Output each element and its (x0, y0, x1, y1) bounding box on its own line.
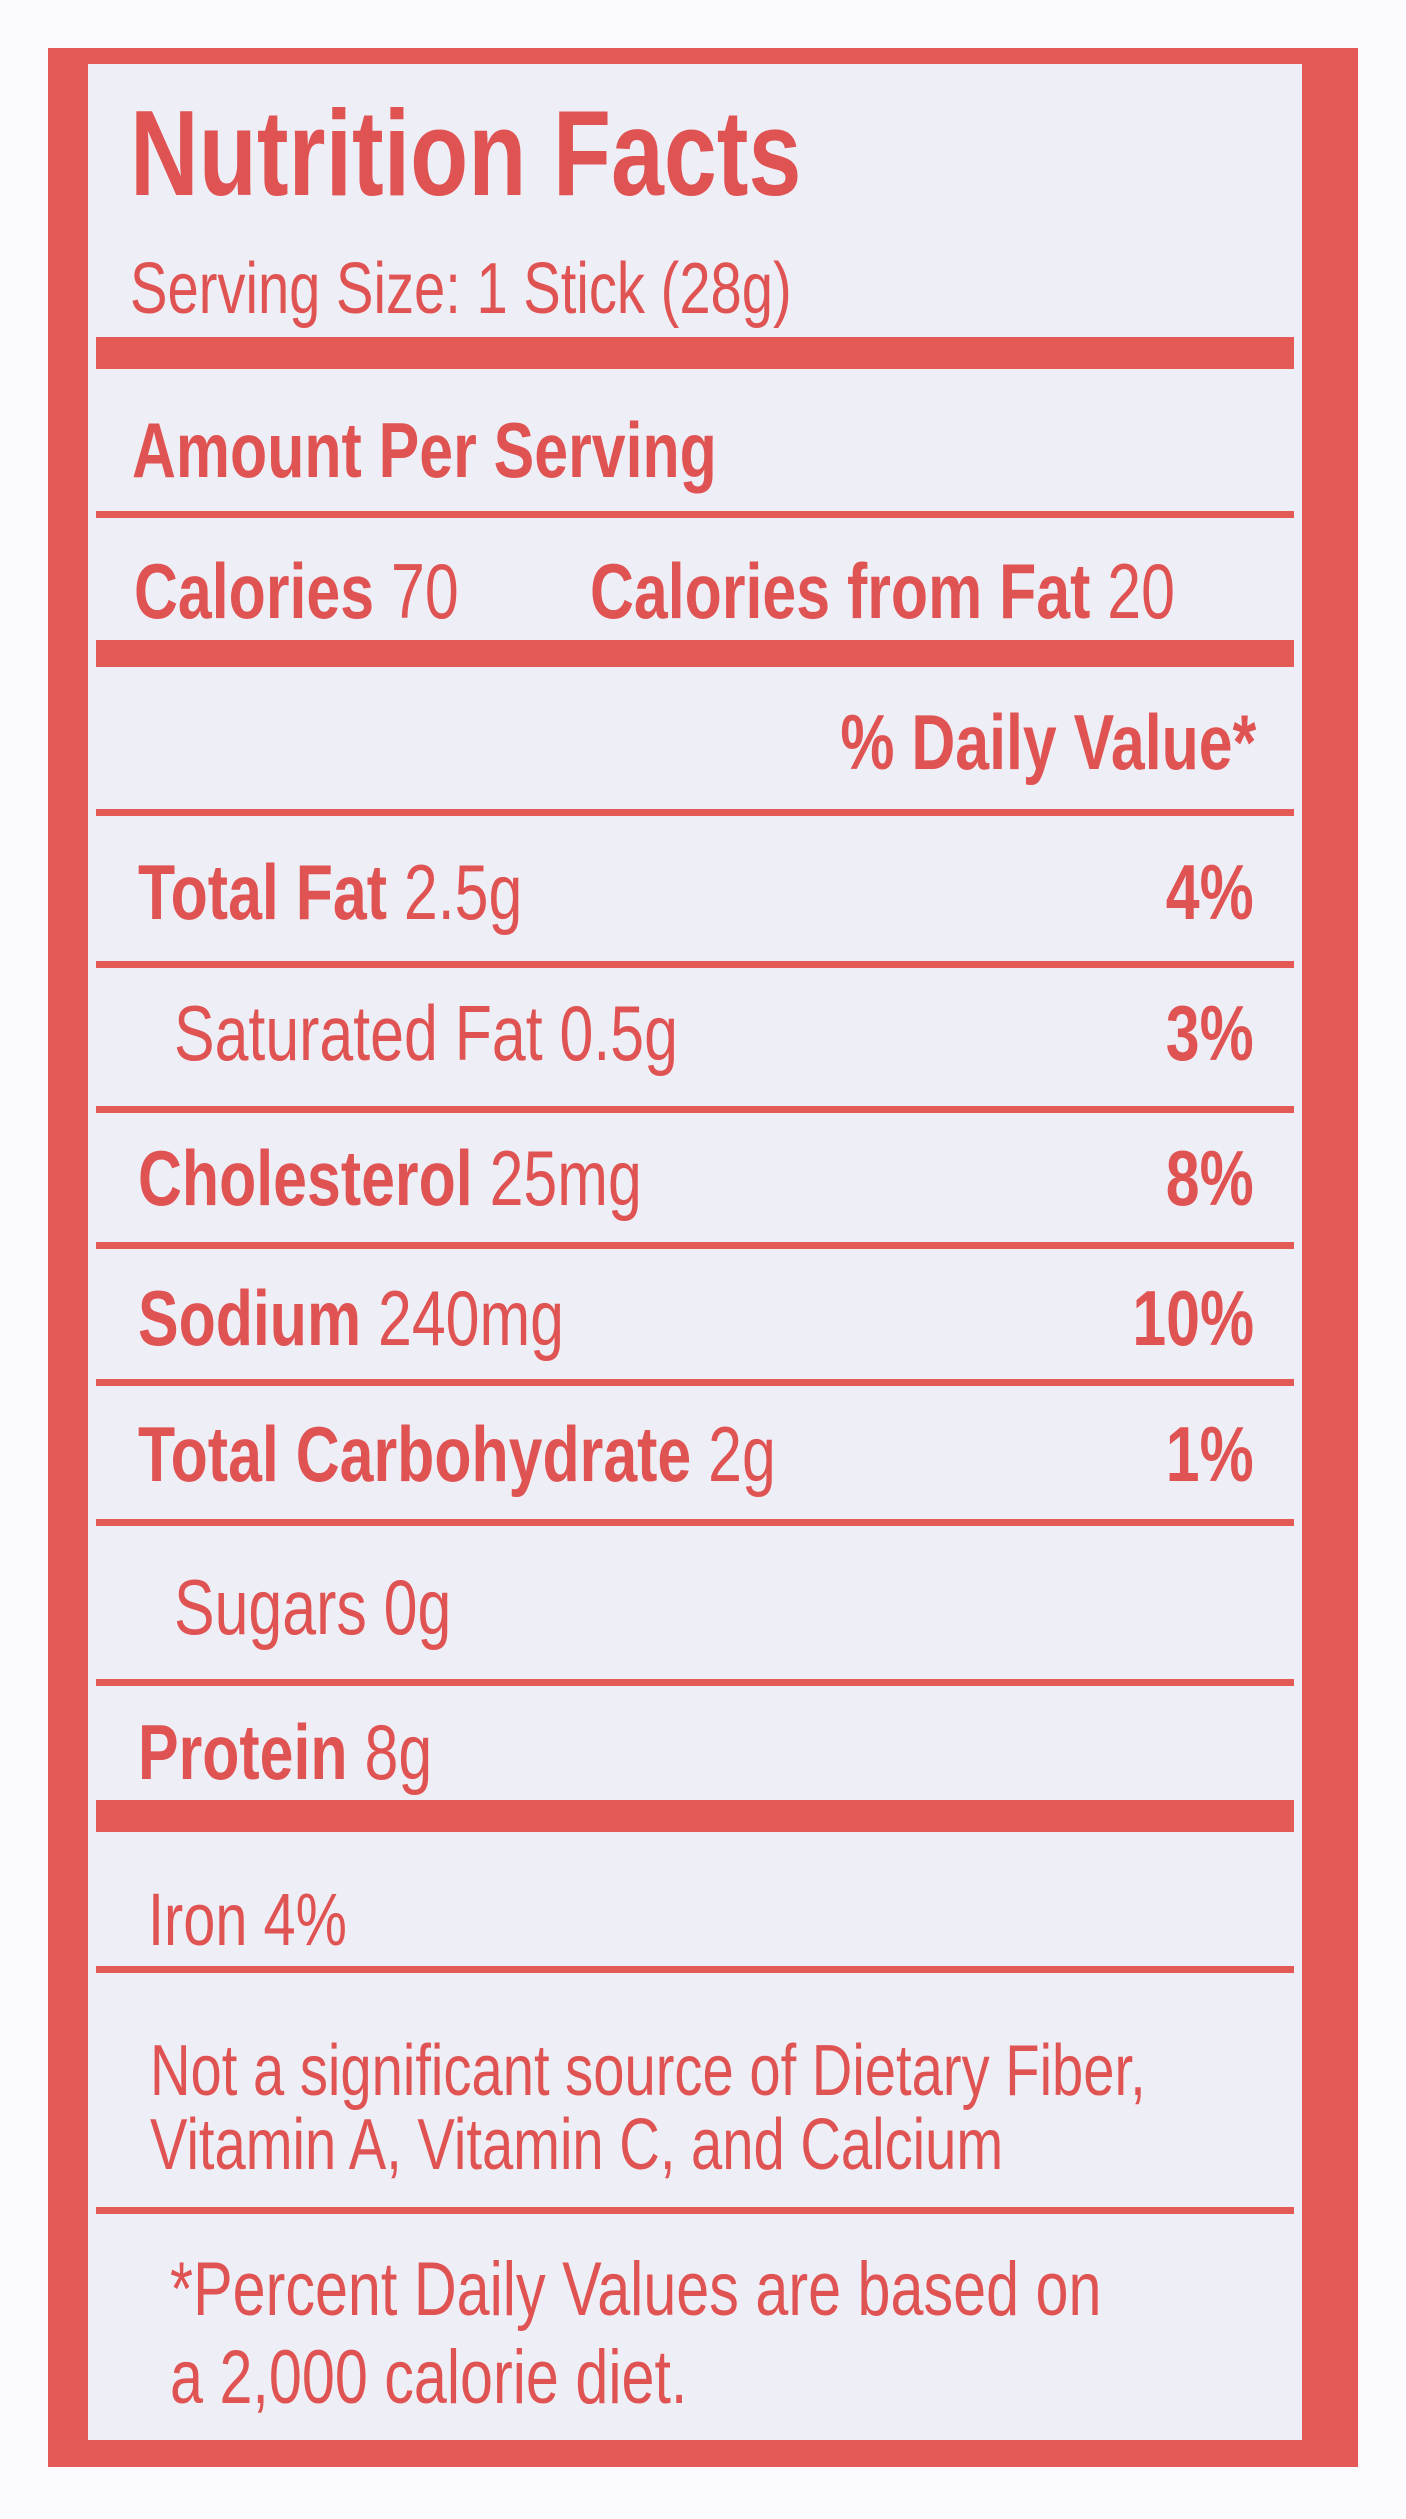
nutrient-dv: 1% (1166, 1410, 1254, 1498)
amount-per-serving: Amount Per Serving (132, 406, 717, 494)
rule (96, 961, 1294, 968)
footnote-line: *Percent Daily Values are based on (170, 2247, 1102, 2332)
calories-fat-label: Calories from Fat (590, 547, 1091, 635)
nutrient-label: Saturated Fat (174, 989, 543, 1077)
nutrient-amount: 8g (364, 1708, 433, 1796)
nutrient-row: Cholesterol 25mg (138, 1136, 642, 1220)
thick-rule (96, 337, 1294, 369)
nutrient-label: Sodium (138, 1274, 362, 1362)
rule (96, 809, 1294, 816)
nutrient-row: Sugars 0g (174, 1565, 451, 1649)
nutrient-row: Total Fat 2.5g (138, 850, 522, 934)
nutrient-amount: 2.5g (403, 848, 523, 936)
rule (96, 1379, 1294, 1386)
nutrient-dv: 10% (1132, 1274, 1254, 1362)
nutrient-amount: 0.5g (559, 989, 678, 1077)
thick-rule (96, 1800, 1294, 1832)
nutrient-label: Total Carbohydrate (138, 1410, 692, 1498)
thick-rule (96, 640, 1294, 667)
vitamins: Iron 4% (148, 1878, 347, 1961)
rule (96, 2207, 1294, 2214)
nutrient-dv: 8% (1166, 1134, 1254, 1222)
daily-value-header: % Daily Value* (840, 698, 1256, 786)
nutrient-label: Total Fat (138, 848, 387, 936)
rule (96, 1519, 1294, 1526)
calories-row: Calories 70 (134, 549, 459, 633)
note-line: Vitamin A, Vitamin C, and Calcium (150, 2105, 1004, 2185)
footnote-line: a 2,000 calorie diet. (170, 2335, 688, 2420)
nutrient-amount: 25mg (489, 1134, 642, 1222)
rule (96, 511, 1294, 518)
note-line: Not a significant source of Dietary Fibe… (150, 2031, 1146, 2111)
nutrient-row: Protein 8g (138, 1710, 432, 1794)
nutrient-row: Saturated Fat 0.5g (174, 991, 678, 1075)
nutrient-dv: 4% (1166, 848, 1254, 936)
nutrient-dv: 3% (1166, 989, 1254, 1077)
calories-value: 70 (390, 547, 459, 635)
title: Nutrition Facts (130, 85, 802, 221)
calories-fat-value: 20 (1107, 547, 1175, 635)
nutrient-label: Cholesterol (138, 1134, 473, 1222)
calories-label: Calories (134, 547, 375, 635)
serving-size: Serving Size: 1 Stick (28g) (130, 249, 792, 329)
nutrient-amount: 240mg (377, 1274, 565, 1362)
rule (96, 1679, 1294, 1686)
nutrient-label: Protein (138, 1708, 348, 1796)
nutrient-row: Sodium 240mg (138, 1276, 564, 1360)
nutrient-amount: 0g (383, 1563, 452, 1651)
nutrient-label: Sugars (174, 1563, 367, 1651)
rule (96, 1106, 1294, 1113)
nutrient-amount: 2g (708, 1410, 776, 1498)
calories-fat-row: Calories from Fat 20 (590, 549, 1175, 633)
rule (96, 1966, 1294, 1973)
label-panel (88, 64, 1302, 2440)
rule (96, 1242, 1294, 1249)
nutrient-row: Total Carbohydrate 2g (138, 1412, 776, 1496)
